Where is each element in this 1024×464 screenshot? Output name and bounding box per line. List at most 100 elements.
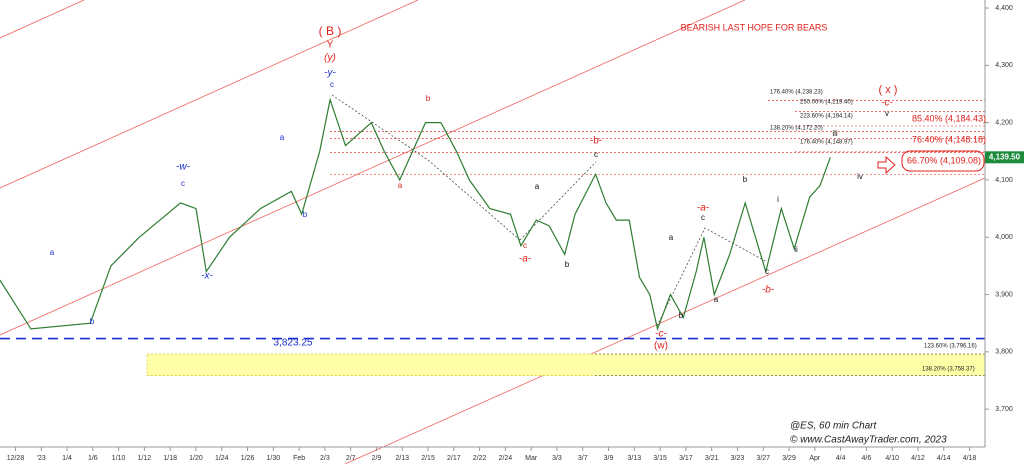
x-tick-label: 2/22 <box>473 455 487 462</box>
channel-line <box>0 0 419 189</box>
highlight-box <box>901 150 985 172</box>
x-tick-label: 4/4 <box>836 455 846 462</box>
x-tick-label: 1/20 <box>189 455 203 462</box>
x-tick-label: 2/24 <box>499 455 513 462</box>
wave-line <box>331 94 521 241</box>
wave-label: Y <box>327 40 334 51</box>
x-tick-label: 3/23 <box>731 455 745 462</box>
x-tick-label: 1/18 <box>163 455 177 462</box>
wave-line <box>656 227 768 327</box>
wave-label: b <box>743 175 748 184</box>
x-tick-label: 2/3 <box>320 455 330 462</box>
wave-label: c <box>594 150 598 159</box>
wave-label: c <box>181 179 185 188</box>
wave-label: -y- <box>324 68 336 79</box>
x-tick-label: 3/17 <box>679 455 693 462</box>
wave-label: -b- <box>590 136 602 147</box>
x-tick-label: 2/7 <box>346 455 356 462</box>
x-tick-label: 3/3 <box>552 455 562 462</box>
wave-label: -w- <box>176 162 191 173</box>
footer-text: © www.CastAwayTrader.com, 2023 <box>790 435 947 446</box>
channel-line <box>0 0 85 39</box>
wave-label: c <box>523 241 527 250</box>
wave-label: c <box>330 80 334 89</box>
wave-label: ( x ) <box>879 84 898 96</box>
wave-label: -b- <box>762 285 775 296</box>
level-label: 123.60% (3,796.16) <box>924 344 977 350</box>
wave-label: -a- <box>697 203 710 214</box>
x-tick-label: 2/17 <box>447 455 461 462</box>
x-tick-label: 2/9 <box>372 455 382 462</box>
wave-label: b <box>426 94 431 103</box>
level-label: 138.20% (4,172.20) <box>770 126 823 132</box>
x-tick-label: 4/14 <box>937 455 951 462</box>
level-label: 66.70% (4,109.08) <box>907 155 981 165</box>
x-tick-label: 4/18 <box>963 455 977 462</box>
y-tick-label: 3,800 <box>995 349 1013 356</box>
wave-lines <box>331 94 768 327</box>
wave-label: b <box>90 317 95 326</box>
x-tick-label: 3/21 <box>705 455 719 462</box>
x-tick-label: Mar <box>525 455 538 462</box>
x-tick-label: 1/4 <box>62 455 72 462</box>
last-price-box <box>985 151 1024 164</box>
x-tick-label: 2/15 <box>421 455 435 462</box>
y-tick-label: 3,700 <box>995 406 1013 413</box>
level-label: 223.60% (4,194.14) <box>800 114 853 120</box>
x-tick-label: 12/28 <box>7 455 25 462</box>
y-tick-label: 4,300 <box>995 62 1013 69</box>
target-zone <box>146 353 986 377</box>
x-tick-label: 1/30 <box>267 455 281 462</box>
price-layer <box>0 97 831 331</box>
wave-label: a <box>714 295 719 304</box>
x-tick-label: 3/7 <box>578 455 588 462</box>
chart-title: BEARISH LAST HOPE FOR BEARS <box>681 22 828 32</box>
level-label: 138.20% (3,758.37) <box>922 367 975 373</box>
y-tick-label: 3,900 <box>995 291 1013 298</box>
y-tick-label: 4,400 <box>995 5 1013 12</box>
x-tick-label: 4/10 <box>885 455 899 462</box>
footer-text: @ES, 60 min Chart <box>790 421 878 432</box>
wave-label: -a- <box>519 254 532 265</box>
wave-label: b <box>303 210 308 219</box>
wave-label: iv <box>857 172 863 181</box>
x-tick-label: 4/6 <box>862 455 872 462</box>
y-tick-label: 4,200 <box>995 119 1013 126</box>
level-label: 250.00% (4,219.40) <box>800 100 853 106</box>
level-label: 176.40% (4,148.97) <box>800 140 853 146</box>
wave-label: a <box>50 248 55 257</box>
wave-labels: ( B ) Y (y) -y- c a -w- c b -x- a b b a … <box>50 24 898 351</box>
x-tick-label: Feb <box>293 455 305 462</box>
wave-label: ( B ) <box>319 24 342 38</box>
wave-label: (w) <box>654 341 668 352</box>
wave-label: a <box>280 133 285 142</box>
level-label: 85.40% (4,184.43) <box>912 113 986 123</box>
x-tick-label: 3/29 <box>782 455 796 462</box>
last-price-label: 4,139.50 <box>989 152 1021 161</box>
x-tick-label: 1/12 <box>138 455 152 462</box>
wave-label: ii <box>794 245 798 254</box>
wave-label: b <box>679 311 684 320</box>
level-label: 176.40% (4,238.23) <box>770 90 823 96</box>
x-tick-label: 3/13 <box>628 455 642 462</box>
x-tick-label: 1/6 <box>88 455 98 462</box>
x-tick-label: 1/24 <box>215 455 229 462</box>
wave-label: i <box>777 195 779 204</box>
x-tick-label: '23 <box>37 455 46 462</box>
channel-line <box>0 0 746 336</box>
channel-line <box>344 177 986 464</box>
level-label: 76.40% (4,148.18) <box>912 134 986 144</box>
channel-lines <box>0 0 986 464</box>
wave-label: iii <box>832 129 838 138</box>
x-tick-label: 1/10 <box>112 455 126 462</box>
wave-label: -x- <box>201 271 213 282</box>
x-tick-label: Apr <box>809 455 821 462</box>
x-tick-label: 3/9 <box>604 455 614 462</box>
wave-label: (y) <box>324 53 336 64</box>
wave-label: c <box>765 267 769 276</box>
x-tick-label: 3/15 <box>653 455 667 462</box>
level-labels: 176.40% (4,238.23) 250.00% (4,219.40) 22… <box>274 90 987 373</box>
x-tick-label: 4/12 <box>911 455 925 462</box>
